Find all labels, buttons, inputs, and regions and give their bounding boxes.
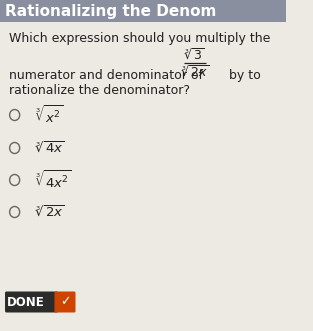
Text: $\sqrt[3]{4x}$: $\sqrt[3]{4x}$ [35,140,65,156]
FancyBboxPatch shape [5,292,58,312]
Text: Rationalizing the Denom: Rationalizing the Denom [6,4,217,19]
Text: $\sqrt[3]{4x^2}$: $\sqrt[3]{4x^2}$ [35,169,72,191]
Text: rationalize the denominator?: rationalize the denominator? [9,83,190,97]
Text: $\sqrt[3]{2x}$: $\sqrt[3]{2x}$ [35,205,65,219]
Text: Which expression should you multiply the: Which expression should you multiply the [9,31,270,44]
Bar [0,0,286,22]
Text: DONE: DONE [7,296,44,308]
Text: numerator and denominator of: numerator and denominator of [9,69,203,81]
Text: ✓: ✓ [60,296,70,308]
Text: $\sqrt[3]{x^2}$: $\sqrt[3]{x^2}$ [35,104,63,126]
Text: by to: by to [229,69,260,81]
Text: $\sqrt[3]{2x}$: $\sqrt[3]{2x}$ [181,65,209,79]
FancyBboxPatch shape [54,292,75,312]
Text: $\sqrt[3]{3}$: $\sqrt[3]{3}$ [184,47,205,63]
